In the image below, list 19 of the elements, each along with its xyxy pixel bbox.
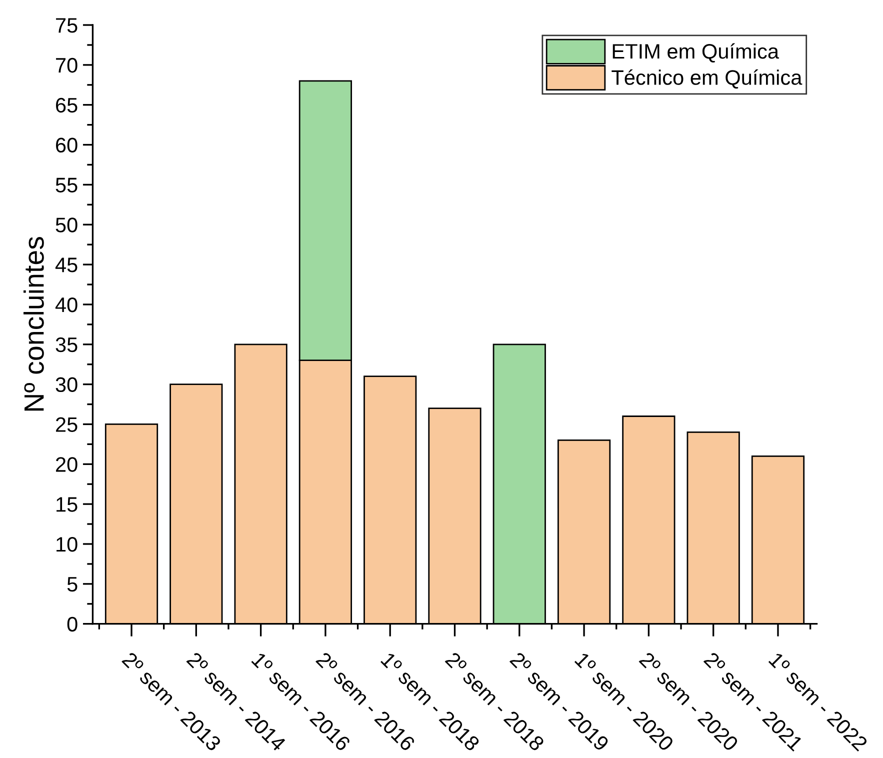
y-tick-label: 10 (56, 536, 78, 552)
y-tick-label: 45 (55, 258, 78, 272)
y-tick-label: 55 (56, 178, 78, 192)
y-tick-label: 0 (67, 616, 78, 632)
y-tick-label: 15 (56, 497, 78, 512)
y-tick-label: 30 (56, 377, 78, 392)
y-tick-label: 60 (56, 138, 78, 153)
y-axis-title: Nº concluintes (24, 236, 44, 411)
y-tick-label: 70 (56, 58, 78, 73)
y-tick-label: 20 (56, 457, 78, 472)
y-tick-label: 40 (55, 297, 78, 312)
y-tick-label: 25 (56, 417, 78, 432)
y-tick-label: 65 (56, 98, 78, 113)
legend-label: ETIM em Química (612, 43, 780, 62)
legend-label: Técnico em Química (612, 69, 802, 89)
y-tick-label: 35 (56, 337, 78, 352)
y-tick-label: 5 (67, 577, 78, 592)
y-tick-label: 50 (56, 218, 78, 232)
y-tick-label: 75 (56, 18, 78, 33)
